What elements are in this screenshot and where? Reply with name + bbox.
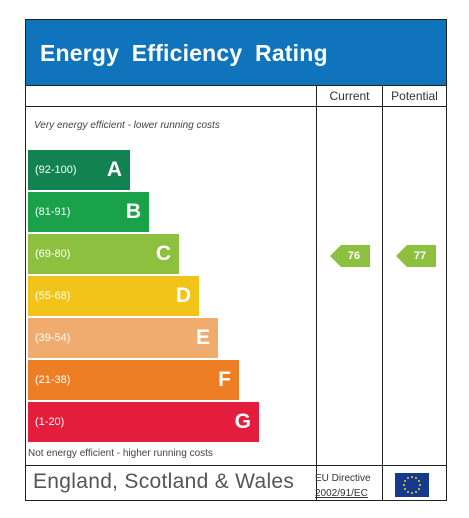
eu-stars-icon	[403, 476, 421, 494]
band-range: (1-20)	[35, 416, 65, 428]
column-header-current: Current	[329, 89, 370, 103]
band-letter: D	[175, 284, 191, 307]
current-rating-arrow: 76	[330, 245, 370, 267]
divider	[26, 465, 446, 466]
band-range: (69-80)	[35, 248, 71, 260]
band-range: (92-100)	[35, 164, 77, 176]
divider	[26, 85, 446, 86]
band-range: (81-91)	[35, 206, 71, 218]
band-g: (1-20) G	[28, 402, 259, 442]
potential-rating-value: 77	[413, 250, 427, 262]
potential-rating-arrow: 77	[396, 245, 436, 267]
band-letter: C	[155, 242, 171, 265]
band-range: (21-38)	[35, 374, 71, 386]
chart-title: Energy Efficiency Rating	[40, 40, 328, 66]
efficient-note: Very energy efficient - lower running co…	[34, 120, 220, 131]
eu-directive: EU Directive 2002/91/EC	[315, 471, 371, 501]
region-label: England, Scotland & Wales	[33, 470, 295, 493]
band-range: (55-68)	[35, 290, 71, 302]
band-c: (69-80) C	[28, 234, 179, 274]
header-bar: Energy Efficiency Rating	[26, 20, 446, 85]
divider	[26, 106, 446, 107]
eu-flag-icon	[395, 473, 429, 497]
band-letter: B	[125, 200, 141, 223]
directive-line-2: 2002/91/EC	[315, 488, 368, 499]
band-letter: G	[234, 410, 251, 433]
band-d: (55-68) D	[28, 276, 199, 316]
arrow-shape	[330, 245, 370, 267]
arrow-shape	[396, 245, 436, 267]
directive-line-1: EU Directive	[315, 473, 371, 484]
band-e: (39-54) E	[28, 318, 218, 358]
divider	[316, 85, 317, 500]
band-letter: A	[106, 158, 122, 181]
band-letter: F	[218, 368, 231, 391]
inefficient-note: Not energy efficient - higher running co…	[28, 448, 213, 459]
energy-rating-chart: Energy Efficiency Rating Current Potenti…	[25, 19, 447, 501]
band-letter: E	[195, 326, 210, 349]
divider	[382, 85, 383, 500]
band-range: (39-54)	[35, 332, 71, 344]
column-header-potential: Potential	[391, 89, 438, 103]
band-f: (21-38) F	[28, 360, 239, 400]
current-rating-value: 76	[347, 250, 361, 262]
band-a: (92-100) A	[28, 150, 130, 190]
band-b: (81-91) B	[28, 192, 149, 232]
